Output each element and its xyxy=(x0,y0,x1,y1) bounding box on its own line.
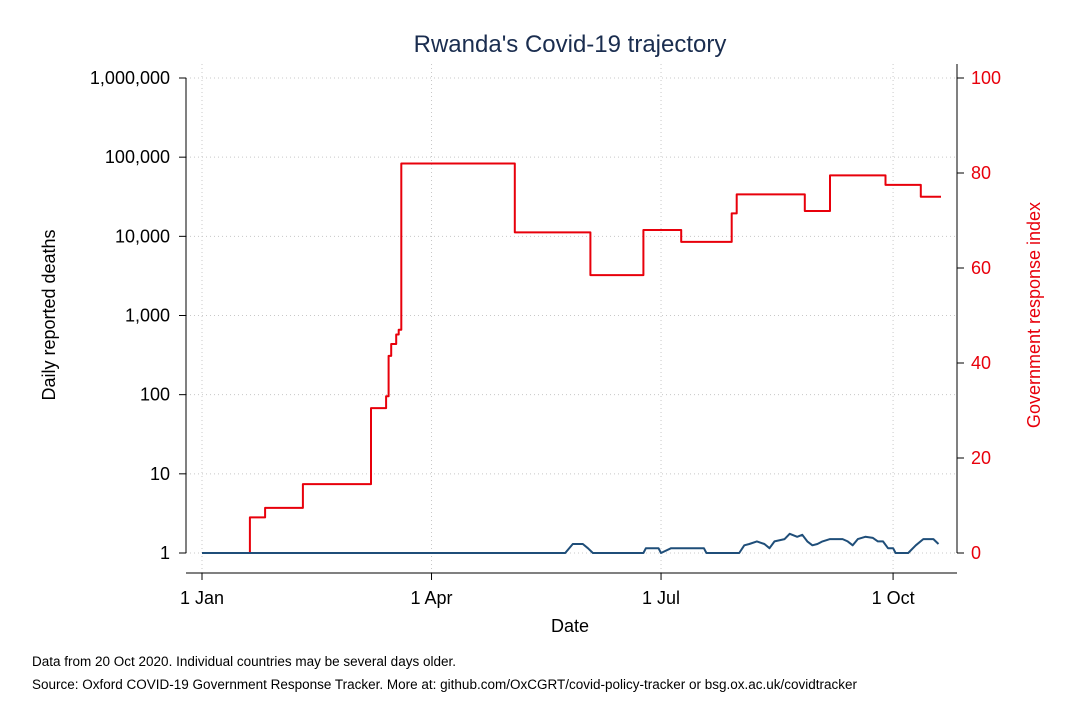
left-axis-ticks: 1 10 100 1,000 10,000 100,000 1,000,000 xyxy=(90,68,186,563)
y-left-tick-label: 10,000 xyxy=(115,226,170,246)
y-left-tick-label: 1,000 xyxy=(125,306,170,326)
y-left-tick-label: 100 xyxy=(140,385,170,405)
right-axis-ticks: 0 20 40 60 80 100 xyxy=(957,68,1001,563)
source-note: Source: Oxford COVID-19 Government Respo… xyxy=(32,677,858,692)
series-lines xyxy=(202,162,941,554)
chart-title: Rwanda's Covid-19 trajectory xyxy=(414,31,727,58)
x-tick-label: 1 Apr xyxy=(411,588,453,608)
covid-trajectory-chart: Rwanda's Covid-19 trajectory 1 10 100 1,000… xyxy=(39,31,1044,636)
y-axis-right-label: Government response index xyxy=(1024,202,1044,428)
y-right-tick-label: 60 xyxy=(971,258,991,278)
y-left-tick-label: 100,000 xyxy=(105,147,170,167)
x-axis-label: Date xyxy=(551,616,589,636)
y-right-tick-label: 80 xyxy=(971,163,991,183)
y-left-tick-label: 1 xyxy=(160,543,170,563)
grid-lines xyxy=(186,64,957,573)
x-tick-label: 1 Oct xyxy=(872,588,915,608)
axes xyxy=(185,64,958,574)
y-left-tick-label: 1,000,000 xyxy=(90,68,170,88)
x-tick-label: 1 Jan xyxy=(180,588,224,608)
y-right-tick-label: 20 xyxy=(971,448,991,468)
response-index-line xyxy=(202,162,941,554)
y-right-tick-label: 40 xyxy=(971,353,991,373)
x-tick-label: 1 Jul xyxy=(642,588,680,608)
y-left-tick-label: 10 xyxy=(150,464,170,484)
x-axis-ticks: 1 Jan 1 Apr 1 Jul 1 Oct xyxy=(180,573,915,608)
y-right-tick-label: 0 xyxy=(971,543,981,563)
y-right-tick-label: 100 xyxy=(971,68,1001,88)
y-axis-left-label: Daily reported deaths xyxy=(39,229,59,400)
daily-deaths-line xyxy=(202,532,940,554)
data-note: Data from 20 Oct 2020. Individual countr… xyxy=(32,654,456,669)
